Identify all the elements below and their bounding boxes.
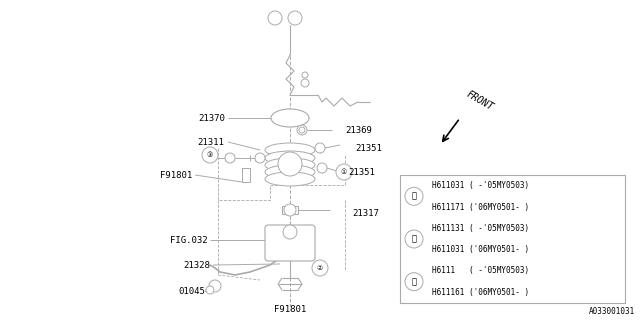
Text: ①: ① bbox=[341, 169, 347, 175]
Text: ②: ② bbox=[317, 265, 323, 271]
Circle shape bbox=[301, 79, 309, 87]
Text: ③: ③ bbox=[207, 152, 213, 158]
Text: FRONT: FRONT bbox=[465, 89, 495, 112]
Text: 21317: 21317 bbox=[352, 209, 379, 218]
Text: A033001031: A033001031 bbox=[589, 307, 635, 316]
Circle shape bbox=[405, 187, 423, 205]
Circle shape bbox=[202, 147, 218, 163]
Bar bbox=[400, 175, 625, 303]
Text: ②: ② bbox=[412, 235, 417, 244]
Circle shape bbox=[225, 153, 235, 163]
Ellipse shape bbox=[265, 172, 315, 186]
Text: H6111   ( -'05MY0503): H6111 ( -'05MY0503) bbox=[432, 267, 529, 276]
Circle shape bbox=[288, 11, 302, 25]
Ellipse shape bbox=[265, 165, 315, 179]
Text: 21351: 21351 bbox=[348, 167, 375, 177]
Circle shape bbox=[297, 125, 307, 135]
Text: H611171 ('06MY0501- ): H611171 ('06MY0501- ) bbox=[432, 203, 529, 212]
Circle shape bbox=[317, 163, 327, 173]
Circle shape bbox=[206, 286, 214, 294]
Text: 01045: 01045 bbox=[178, 286, 205, 295]
Text: FIG.032: FIG.032 bbox=[170, 236, 208, 244]
Circle shape bbox=[405, 230, 423, 248]
Circle shape bbox=[315, 143, 325, 153]
Text: F91801: F91801 bbox=[274, 306, 306, 315]
FancyBboxPatch shape bbox=[265, 225, 315, 261]
Circle shape bbox=[278, 152, 302, 176]
Circle shape bbox=[405, 273, 423, 291]
Circle shape bbox=[302, 72, 308, 78]
Text: H611031 ( -'05MY0503): H611031 ( -'05MY0503) bbox=[432, 181, 529, 190]
Ellipse shape bbox=[265, 151, 315, 165]
Bar bbox=[242, 168, 250, 182]
Circle shape bbox=[299, 127, 305, 133]
Text: 21369: 21369 bbox=[345, 125, 372, 134]
Text: ③: ③ bbox=[412, 277, 417, 286]
Circle shape bbox=[283, 225, 297, 239]
Ellipse shape bbox=[271, 109, 309, 127]
Text: 21328: 21328 bbox=[183, 260, 210, 269]
Circle shape bbox=[255, 153, 265, 163]
Text: 21311: 21311 bbox=[197, 138, 224, 147]
Circle shape bbox=[312, 260, 328, 276]
Text: ①: ① bbox=[412, 192, 417, 201]
Text: H611161 ('06MY0501- ): H611161 ('06MY0501- ) bbox=[432, 288, 529, 297]
Text: F91801: F91801 bbox=[160, 171, 192, 180]
Circle shape bbox=[284, 204, 296, 216]
Text: 21370: 21370 bbox=[198, 114, 225, 123]
Ellipse shape bbox=[265, 143, 315, 157]
Text: 21351: 21351 bbox=[355, 143, 382, 153]
Circle shape bbox=[268, 11, 282, 25]
Text: H611131 ( -'05MY0503): H611131 ( -'05MY0503) bbox=[432, 224, 529, 233]
Ellipse shape bbox=[265, 158, 315, 172]
Text: H611031 ('06MY0501- ): H611031 ('06MY0501- ) bbox=[432, 245, 529, 254]
Circle shape bbox=[336, 164, 352, 180]
Circle shape bbox=[209, 280, 221, 292]
